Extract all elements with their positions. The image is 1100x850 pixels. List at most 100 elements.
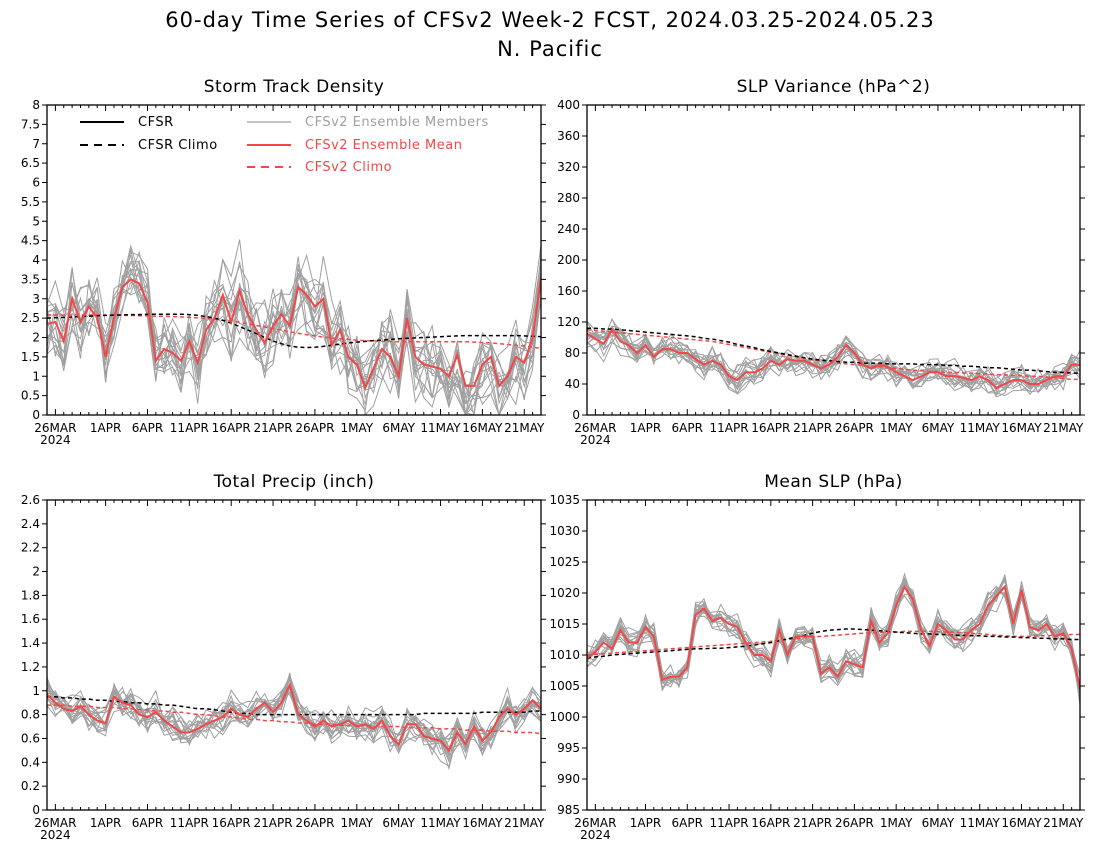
x-year-label: 2024 [40, 828, 71, 842]
legend-label: CFSv2 Climo [305, 160, 392, 175]
x-tick-label: 11MAY [420, 816, 461, 830]
y-tick-label: 1030 [549, 524, 580, 538]
x-tick-label: 11APR [170, 421, 209, 435]
ensemble-member-line [47, 251, 541, 407]
y-tick-label: 1035 [549, 493, 580, 507]
x-tick-label: 6APR [672, 816, 703, 830]
x-tick-label: 16APR [751, 421, 790, 435]
x-year-label: 2024 [580, 828, 611, 842]
y-tick-label: 995 [557, 741, 580, 755]
y-tick-label: 80 [565, 346, 580, 360]
y-tick-label: 280 [557, 191, 580, 205]
y-tick-label: 5.5 [21, 195, 40, 209]
y-tick-label: 0.6 [21, 731, 40, 745]
x-tick-label: 26APR [835, 421, 874, 435]
cfsr-climo-line [47, 695, 541, 716]
plot-frame [46, 104, 542, 416]
y-tick-label: 200 [557, 253, 580, 267]
x-tick-label: 6MAY [382, 421, 415, 435]
x-tick-label: 26APR [835, 816, 874, 830]
y-tick-label: 160 [557, 284, 580, 298]
x-tick-label: 1MAY [880, 421, 913, 435]
plot-frame [586, 499, 1081, 811]
y-tick-label: 2.4 [21, 517, 40, 531]
y-tick-label: 320 [557, 160, 580, 174]
x-tick-label: 1MAY [880, 816, 913, 830]
y-tick-label: 120 [557, 315, 580, 329]
y-tick-label: 40 [565, 377, 580, 391]
panel-title: Mean SLP (hPa) [764, 472, 903, 492]
y-tick-label: 1 [32, 684, 40, 698]
y-tick-label: 1020 [549, 586, 580, 600]
cfsv2-climo-line [587, 630, 1080, 656]
x-tick-label: 16MAY [462, 421, 503, 435]
cfsv2-climo-line [587, 329, 1080, 381]
y-tick-label: 2 [32, 565, 40, 579]
legend-label: CFSR Climo [138, 138, 218, 153]
panel-total-precip: Total Precip (inch) 0 0.2 0.4 0.6 0.8 1 1.2 1.4 1… [21, 472, 546, 842]
x-tick-label: 21MAY [1043, 421, 1084, 435]
y-tick-label: 8 [32, 98, 40, 112]
x-tick-label: 1APR [90, 816, 121, 830]
x-tick-label: 16APR [212, 816, 251, 830]
x-tick-label: 11MAY [420, 421, 461, 435]
legend-label: CFSv2 Ensemble Mean [305, 138, 462, 153]
x-tick-label: 16MAY [1001, 816, 1042, 830]
legend-label: CFSv2 Ensemble Members [305, 115, 489, 130]
panel-storm-track-density: Storm Track Density 0 0.5 1 1.5 2 2.5 3 3.5 4 4.5 5… [21, 77, 546, 447]
x-tick-label: 1MAY [340, 421, 373, 435]
cfsv2-climo-line [47, 704, 541, 735]
x-tick-label: 26MAR [574, 421, 616, 435]
x-tick-label: 11APR [170, 816, 209, 830]
x-tick-label: 21APR [254, 421, 293, 435]
plot-area [47, 672, 541, 771]
y-tick-label: 1.4 [21, 636, 40, 650]
x-tick-label: 1APR [630, 816, 661, 830]
x-tick-label: 11APR [710, 421, 749, 435]
x-year-label: 2024 [580, 433, 611, 447]
x-year-label: 2024 [40, 433, 71, 447]
ensemble-member-line [587, 576, 1080, 703]
main-subtitle-region: N. Pacific [497, 37, 603, 61]
legend: CFSR CFSR Climo CFSv2 Ensemble Members CFSv… [80, 115, 489, 175]
y-tick-label: 2 [32, 331, 40, 345]
x-tick-label: 16MAY [462, 816, 503, 830]
y-tick-label: 7.5 [21, 117, 40, 131]
y-tick-label: 0.2 [21, 779, 40, 793]
ensemble-member-line [47, 245, 541, 415]
main-title: 60-day Time Series of CFSv2 Week-2 FCST,… [165, 8, 934, 32]
ensemble-member-line [47, 674, 541, 760]
x-tick-label: 16APR [751, 816, 790, 830]
y-tick-label: 1005 [549, 679, 580, 693]
y-tick-label: 1.6 [21, 612, 40, 626]
x-tick-label: 6APR [672, 421, 703, 435]
cfsr-climo-line [587, 327, 1080, 374]
y-tick-label: 1.5 [21, 350, 40, 364]
y-tick-label: 360 [557, 129, 580, 143]
y-tick-label: 1.8 [21, 588, 40, 602]
y-tick-label: 400 [557, 98, 580, 112]
panel-slp-variance: SLP Variance (hPa^2) 0 40 80 120 160 200 240 280… [557, 77, 1085, 447]
y-tick-label: 0 [572, 408, 580, 422]
ensemble-member-line [587, 326, 1080, 396]
y-tick-label: 4.5 [21, 234, 40, 248]
x-tick-label: 26APR [295, 816, 334, 830]
ensemble-mean-line [47, 681, 541, 753]
cfsv2-climo-line [47, 314, 541, 350]
x-tick-label: 6MAY [382, 816, 415, 830]
y-tick-label: 7 [32, 137, 40, 151]
x-tick-label: 6MAY [922, 421, 955, 435]
x-tick-label: 26MAR [34, 421, 76, 435]
y-tick-label: 0 [32, 803, 40, 817]
y-tick-label: 0.8 [21, 708, 40, 722]
x-tick-label: 16MAY [1001, 421, 1042, 435]
y-tick-label: 0.5 [21, 389, 40, 403]
x-tick-label: 16APR [212, 421, 251, 435]
panel-title: Storm Track Density [204, 77, 385, 97]
x-tick-label: 1MAY [340, 816, 373, 830]
x-tick-label: 21APR [793, 816, 832, 830]
plot-area [47, 239, 541, 415]
cfsr-climo-line [47, 313, 541, 349]
y-tick-label: 1.2 [21, 660, 40, 674]
